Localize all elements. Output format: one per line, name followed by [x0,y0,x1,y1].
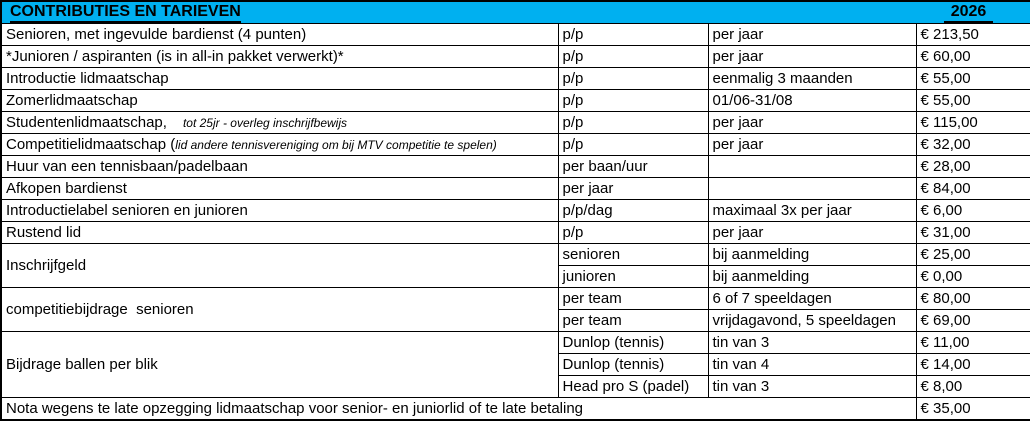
fee-unit: Dunlop (tennis) [557,331,709,354]
fee-amount: € 25,00 [915,243,1030,266]
fee-unit: per team [557,287,709,310]
fee-unit: per jaar [557,177,709,200]
fee-label: Bijdrage ballen per blik [0,331,559,398]
fee-period: per jaar [707,23,917,46]
fee-period: per jaar [707,133,917,156]
table-row: Rustend lid p/p per jaar € 31,00 [0,221,1030,244]
fee-period [707,177,917,200]
table-row: Bijdrage ballen per blik Dunlop (tennis)… [0,331,1030,398]
table-row: Afkopen bardienst per jaar € 84,00 [0,177,1030,200]
fee-amount: € 35,00 [915,397,1030,421]
fee-amount: € 32,00 [915,133,1030,156]
page-title: CONTRIBUTIES EN TARIEVEN [6,3,911,23]
table-row: Nota wegens te late opzegging lidmaatsch… [0,397,1030,421]
table-row: *Junioren / aspiranten (is in all-in pak… [0,45,1030,68]
fee-label: Huur van een tennisbaan/padelbaan [0,155,559,178]
fee-label: Introductielabel senioren en junioren [0,199,559,222]
fee-amount: € 84,00 [915,177,1030,200]
fee-period: 6 of 7 speeldagen [707,287,917,310]
fee-label: *Junioren / aspiranten (is in all-in pak… [0,45,559,68]
fee-amount: € 55,00 [915,67,1030,90]
fee-amount: € 28,00 [915,155,1030,178]
fee-label: Zomerlidmaatschap [0,89,559,112]
fee-period [707,155,917,178]
fee-unit: p/p/dag [557,199,709,222]
table-row: Introductielabel senioren en junioren p/… [0,199,1030,222]
fee-unit: per team [557,309,709,332]
table-row: Studentenlidmaatschap, tot 25jr - overleg… [0,111,1030,134]
fee-label: Senioren, met ingevulde bardienst (4 pun… [0,23,559,46]
fee-label: Inschrijfgeld [0,243,559,288]
fee-period: per jaar [707,111,917,134]
fee-amount: € 11,00 [915,331,1030,354]
fee-amount: € 8,00 [915,375,1030,398]
fee-unit: per baan/uur [557,155,709,178]
fee-label-note: lid andere tennisvereniging om bij MTV c… [175,138,497,152]
fee-label-note: tot 25jr - overleg inschrijfbewijs [182,116,348,130]
table-row: Head pro S (padel) tin van 3 € 8,00 [1,375,1030,398]
fee-amount: € 115,00 [915,111,1030,134]
fee-unit: p/p [557,221,709,244]
fee-amount: € 80,00 [915,287,1030,310]
table-row: per team vrijdagavond, 5 speeldagen € 69… [1,309,1030,332]
fee-amount: € 31,00 [915,221,1030,244]
fee-label: competitiebijdrage senioren [0,287,559,332]
fee-unit: p/p [557,89,709,112]
table-row: Inschrijfgeld senioren bij aanmelding € … [0,243,1030,288]
table-row: Introductie lidmaatschap p/p eenmalig 3 … [0,67,1030,90]
fee-amount: € 55,00 [915,89,1030,112]
fee-label: Rustend lid [0,221,559,244]
fee-label: Studentenlidmaatschap, tot 25jr - overleg… [0,111,559,134]
fee-label: Competitielidmaatschap (lid andere tenni… [0,133,559,156]
table-row: Zomerlidmaatschap p/p 01/06-31/08 € 55,0… [0,89,1030,112]
fee-unit: Dunlop (tennis) [557,353,709,376]
table-row: Senioren, met ingevulde bardienst (4 pun… [0,23,1030,46]
header-row: CONTRIBUTIES EN TARIEVEN 2026 [0,0,1030,24]
table-header: CONTRIBUTIES EN TARIEVEN 2026 [0,0,1030,24]
fee-label: Nota wegens te late opzegging lidmaatsch… [0,397,917,421]
fee-amount: € 69,00 [915,309,1030,332]
fee-period: tin van 4 [707,353,917,376]
fee-unit: p/p [557,111,709,134]
fee-unit: p/p [557,133,709,156]
fee-period: eenmalig 3 maanden [707,67,917,90]
table-row: Competitielidmaatschap (lid andere tenni… [0,133,1030,156]
fee-unit: p/p [557,67,709,90]
fee-period: per jaar [707,45,917,68]
year-header: 2026 [911,3,1026,23]
fee-unit: p/p [557,23,709,46]
fee-amount: € 14,00 [915,353,1030,376]
fee-period: bij aanmelding [707,243,917,266]
fee-period: bij aanmelding [707,265,917,288]
table-row: competitiebijdrage senioren per team 6 o… [0,287,1030,332]
fee-period: vrijdagavond, 5 speeldagen [707,309,917,332]
table-row: Huur van een tennisbaan/padelbaan per ba… [0,155,1030,178]
fee-period: 01/06-31/08 [707,89,917,112]
fee-unit: Head pro S (padel) [557,375,709,398]
fee-amount: € 213,50 [915,23,1030,46]
fee-unit: p/p [557,45,709,68]
fee-unit: junioren [557,265,709,288]
fee-period: per jaar [707,221,917,244]
fee-label: Afkopen bardienst [0,177,559,200]
table-row: Dunlop (tennis) tin van 4 € 14,00 [1,353,1030,376]
footer-note: Contributies worden jaarlijks geincassee… [0,421,1030,428]
fee-label: Introductie lidmaatschap [0,67,559,90]
fee-period: tin van 3 [707,331,917,354]
fee-unit: senioren [557,243,709,266]
fee-amount: € 6,00 [915,199,1030,222]
fee-amount: € 0,00 [915,265,1030,288]
fee-amount: € 60,00 [915,45,1030,68]
fee-period: tin van 3 [707,375,917,398]
fee-period: maximaal 3x per jaar [707,199,917,222]
